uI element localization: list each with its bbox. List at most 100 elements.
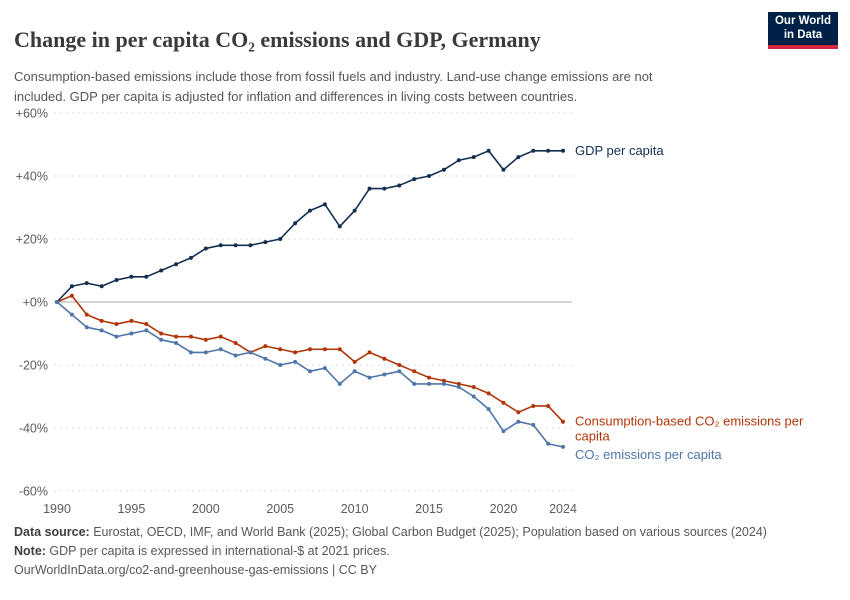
data-point (352, 369, 357, 374)
series-line-0 (56, 150, 564, 303)
data-point (248, 350, 253, 355)
page-title: Change in per capita CO₂ emissions and G… (14, 26, 541, 52)
data-source-text: Eurostat, OECD, IMF, and World Bank (202… (89, 525, 767, 539)
x-axis-tick: 2010 (341, 502, 369, 516)
data-point (516, 419, 521, 424)
data-point (203, 337, 208, 342)
data-point (233, 243, 238, 248)
data-point (99, 284, 104, 289)
data-point (99, 318, 104, 323)
data-point (546, 441, 551, 446)
data-point (293, 221, 298, 226)
data-point (441, 381, 446, 386)
data-point (308, 208, 312, 213)
data-point (456, 381, 461, 386)
data-point (531, 403, 536, 408)
data-point (129, 318, 134, 323)
data-point (129, 331, 134, 336)
data-point (99, 328, 104, 333)
data-point (516, 155, 521, 160)
data-point (114, 334, 119, 339)
data-point (516, 410, 521, 415)
data-point (501, 429, 506, 434)
note-line: Note: GDP per capita is expressed in int… (14, 542, 836, 561)
data-point (412, 381, 417, 386)
data-point (322, 366, 327, 371)
data-point (352, 208, 357, 213)
series-label-0: GDP per capita (575, 143, 664, 158)
data-point (84, 281, 89, 286)
data-point (412, 177, 417, 182)
owid-logo[interactable]: Our World in Data (768, 12, 838, 49)
data-point (561, 148, 565, 153)
data-point (561, 444, 565, 449)
data-point (471, 385, 476, 390)
data-point (337, 347, 342, 352)
y-axis-tick: +20% (16, 233, 48, 247)
data-point (174, 334, 179, 339)
data-point (293, 359, 298, 364)
data-point (531, 422, 536, 427)
series-label-1: Consumption-based CO₂ emissions per (575, 414, 804, 429)
data-point (69, 284, 74, 289)
data-point (427, 381, 432, 386)
series-label-1: capita (575, 429, 610, 444)
data-point (352, 359, 357, 364)
data-point (263, 344, 268, 349)
data-point (337, 381, 342, 386)
data-point (501, 167, 506, 172)
data-point (561, 419, 565, 424)
data-point (203, 246, 208, 251)
data-point (456, 385, 461, 390)
data-point (322, 347, 327, 352)
data-point (501, 400, 506, 405)
data-point (382, 186, 387, 191)
data-point (367, 375, 372, 380)
data-point (263, 240, 268, 245)
data-point (486, 148, 491, 153)
owid-logo-line1: Our World (774, 14, 831, 27)
data-point (278, 347, 283, 352)
data-point (159, 337, 164, 342)
note-text: GDP per capita is expressed in internati… (45, 544, 390, 558)
data-point (471, 394, 476, 399)
data-point (412, 369, 417, 374)
data-point (188, 334, 193, 339)
data-point (69, 293, 74, 298)
y-axis-tick: -60% (19, 485, 48, 499)
series-line-2 (56, 301, 564, 448)
x-axis-tick: 2015 (415, 502, 443, 516)
note-label: Note: (14, 544, 46, 558)
data-point (55, 300, 59, 304)
data-point (263, 356, 268, 361)
data-point (144, 322, 149, 327)
data-source-line: Data source: Eurostat, OECD, IMF, and Wo… (14, 523, 836, 542)
data-point (322, 202, 327, 207)
x-axis-tick: 2000 (192, 502, 220, 516)
y-axis-tick: +40% (16, 170, 48, 184)
data-source-label: Data source: (14, 525, 90, 539)
data-point (486, 391, 491, 396)
data-point (188, 350, 193, 355)
data-point (218, 243, 223, 248)
x-axis-tick: 2024 (549, 502, 577, 516)
y-axis-tick: -20% (19, 359, 48, 373)
data-point (397, 363, 402, 367)
series-line-1 (56, 294, 564, 423)
data-point (174, 340, 179, 345)
data-point (293, 350, 298, 355)
data-point (308, 369, 312, 374)
data-point (233, 353, 238, 358)
data-point (174, 262, 179, 267)
data-point (367, 186, 372, 191)
data-point (159, 331, 164, 336)
data-point (159, 268, 164, 273)
y-axis-tick: -40% (19, 422, 48, 436)
data-point (397, 369, 402, 374)
data-point (486, 407, 491, 412)
data-point (248, 243, 253, 248)
data-point (84, 325, 89, 330)
data-point (129, 274, 134, 279)
data-point (114, 322, 119, 327)
